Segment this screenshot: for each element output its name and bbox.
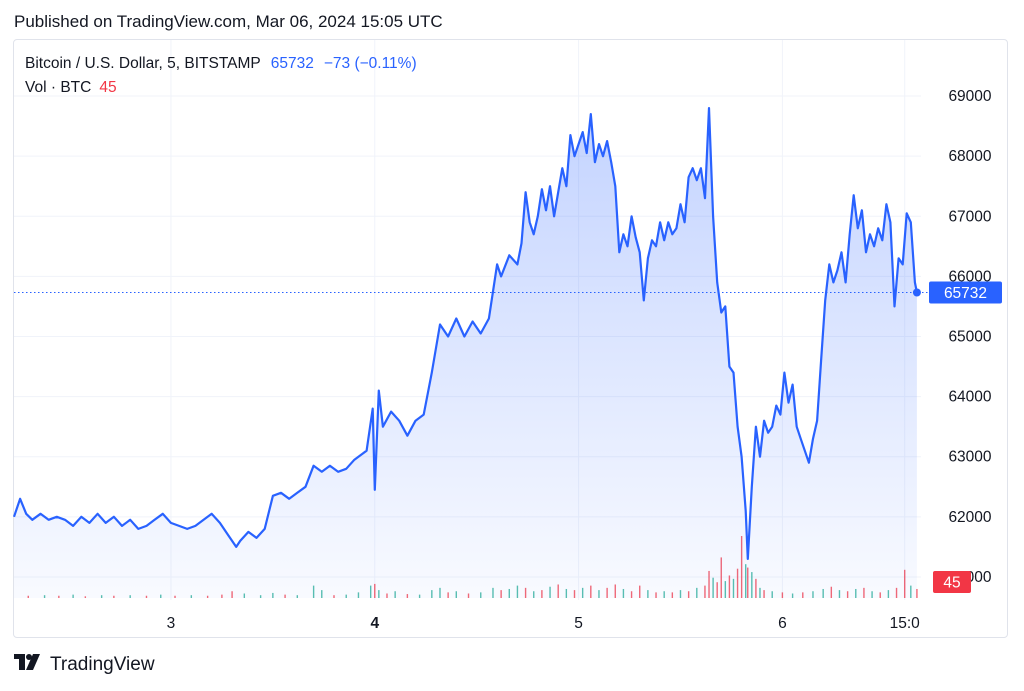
volume-label[interactable]: Vol · BTC: [25, 79, 92, 96]
chart-frame[interactable]: [13, 39, 1008, 638]
tradingview-brand[interactable]: TradingView: [14, 654, 155, 676]
legend-volume-row: Vol · BTC 45: [25, 76, 417, 100]
price-line: [12, 107, 918, 560]
tradingview-logo-icon: [14, 654, 42, 676]
brand-name: TradingView: [50, 654, 155, 675]
price-tick-label: 65000: [948, 328, 991, 345]
time-axis[interactable]: 3 4 5 6 15:0: [167, 615, 921, 632]
time-tick-label: 15:0: [890, 615, 921, 632]
chart-legend: Bitcoin / U.S. Dollar, 5, BITSTAMP 65732−…: [25, 52, 417, 100]
svg-text:65732: 65732: [944, 285, 987, 302]
legend-price: 65732: [270, 55, 314, 72]
last-price-dot: [912, 288, 921, 297]
price-tick-label: 63000: [948, 449, 991, 466]
time-tick-label: 6: [778, 615, 787, 632]
time-tick-label: 4: [370, 615, 379, 632]
volume-bar: [916, 588, 918, 598]
price-tick-label: 69000: [948, 88, 991, 105]
volume-value: 45: [99, 79, 117, 96]
svg-text:45: 45: [943, 575, 960, 592]
price-area: [14, 108, 917, 598]
legend-symbol-row: Bitcoin / U.S. Dollar, 5, BITSTAMP 65732−…: [25, 52, 417, 76]
last-volume-label: 45: [933, 571, 971, 593]
published-caption: Published on TradingView.com, Mar 06, 20…: [14, 12, 443, 31]
symbol-name[interactable]: Bitcoin / U.S. Dollar, 5, BITSTAMP: [25, 55, 261, 72]
price-tick-label: 64000: [948, 389, 991, 406]
price-tick-label: 67000: [948, 208, 991, 225]
price-axis[interactable]: 6100062000630006400065000660006700068000…: [948, 88, 991, 586]
time-tick-label: 5: [574, 615, 583, 632]
legend-change: −73 (−0.11%): [323, 55, 417, 72]
last-price-label: 65732: [929, 281, 1002, 304]
price-tick-label: 62000: [948, 509, 991, 526]
time-tick-label: 3: [167, 615, 176, 632]
price-tick-label: 66000: [948, 268, 991, 285]
price-tick-label: 68000: [948, 148, 991, 165]
